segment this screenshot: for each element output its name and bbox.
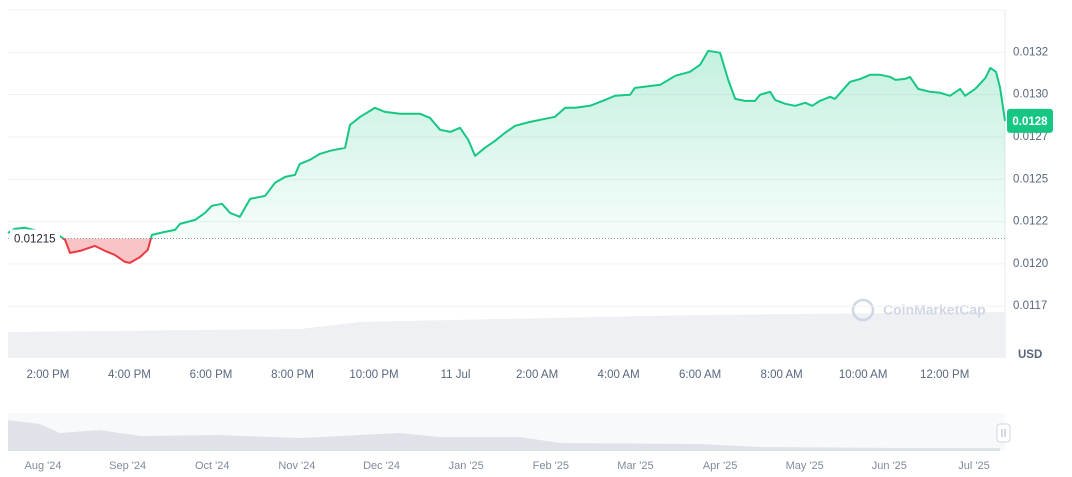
price-area — [8, 50, 1005, 263]
x-tick-label: 4:00 AM — [597, 369, 639, 381]
watermark: CoinMarketCap — [883, 302, 986, 318]
navigator-label: Dec '24 — [363, 460, 400, 472]
navigator-label: Nov '24 — [278, 460, 315, 472]
y-tick-label: 0.0120 — [1013, 258, 1048, 270]
x-tick-label: 6:00 PM — [190, 369, 233, 381]
y-tick-label: 0.0130 — [1013, 89, 1048, 101]
y-tick-label: 0.0117 — [1013, 300, 1047, 312]
navigator-area — [8, 420, 1000, 451]
x-tick-label: 12:00 PM — [920, 369, 969, 381]
x-tick-label: 10:00 AM — [839, 369, 888, 381]
current-price-tag — [1007, 108, 1053, 133]
navigator-handle[interactable] — [996, 423, 1011, 443]
x-tick-label: 4:00 PM — [108, 369, 151, 381]
x-tick-label: 2:00 PM — [27, 369, 70, 381]
x-tick-label: 8:00 AM — [761, 369, 803, 381]
y-tick-label: 0.0125 — [1013, 173, 1048, 185]
y-axis-label: USD — [1018, 349, 1042, 361]
navigator-label: Sep '24 — [109, 460, 146, 472]
x-tick-label: 6:00 AM — [679, 369, 721, 381]
navigator-label: Feb '25 — [533, 460, 569, 472]
navigator-label: Aug '24 — [25, 460, 62, 472]
volume-area — [8, 312, 1005, 358]
baseline-label-bg — [10, 229, 60, 248]
price-line — [7, 49, 1006, 264]
navigator-label: Jan '25 — [449, 460, 484, 472]
watermark-logo — [851, 298, 875, 322]
y-tick-label: 0.0122 — [1013, 216, 1048, 228]
navigator-label: Jul '25 — [958, 460, 989, 472]
y-tick-label: 0.0127 — [1013, 131, 1048, 143]
current-price-label: 0.0128 — [1012, 116, 1048, 128]
navigator-label: May '25 — [786, 460, 824, 472]
navigator-label: Mar '25 — [617, 460, 653, 472]
navigator-label: Oct '24 — [195, 460, 230, 472]
x-tick-label: 10:00 PM — [349, 369, 398, 381]
baseline-label: 0.01215 — [14, 234, 56, 246]
x-tick-label: 8:00 PM — [271, 369, 314, 381]
navigator-label: Jun '25 — [872, 460, 907, 472]
x-tick-label: 11 Jul — [441, 369, 471, 381]
y-tick-label: 0.0132 — [1013, 46, 1048, 58]
x-tick-label: 2:00 AM — [516, 369, 558, 381]
navigator-label: Apr '25 — [703, 460, 738, 472]
